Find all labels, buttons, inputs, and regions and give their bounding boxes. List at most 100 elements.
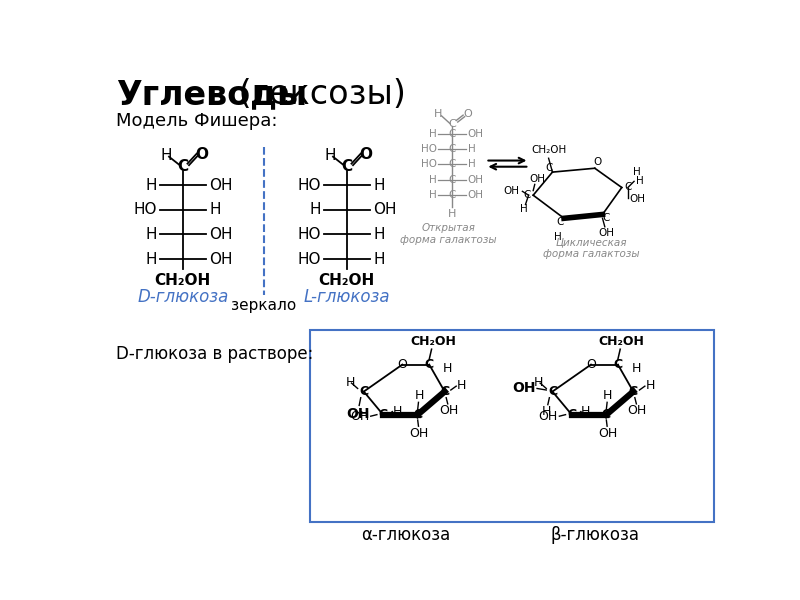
- Text: C: C: [523, 190, 530, 200]
- Text: C: C: [342, 159, 353, 174]
- Text: H: H: [373, 178, 385, 193]
- Text: OH: OH: [503, 187, 519, 196]
- Text: H: H: [160, 148, 172, 163]
- Text: C: C: [624, 182, 631, 193]
- Text: зеркало: зеркало: [231, 298, 296, 313]
- Text: C: C: [449, 175, 456, 185]
- Text: OH: OH: [468, 190, 484, 200]
- Text: OH: OH: [373, 202, 397, 217]
- Text: H: H: [636, 176, 643, 187]
- Text: Углеводы: Углеводы: [116, 78, 307, 111]
- Text: O: O: [359, 147, 372, 162]
- Text: H: H: [145, 178, 157, 193]
- Text: H: H: [392, 405, 402, 418]
- Text: OH: OH: [346, 407, 370, 421]
- Text: O: O: [463, 109, 472, 119]
- Text: C: C: [449, 128, 456, 139]
- Text: C: C: [440, 385, 450, 398]
- Text: C: C: [548, 385, 557, 398]
- Bar: [310, 330, 714, 523]
- Text: O: O: [398, 358, 407, 371]
- Text: H: H: [448, 209, 457, 219]
- Text: C: C: [449, 190, 456, 200]
- Text: C: C: [602, 213, 610, 223]
- Text: C: C: [378, 408, 388, 421]
- Text: H: H: [457, 379, 466, 392]
- Text: C: C: [449, 144, 456, 154]
- Text: Циклическая
форма галактозы: Циклическая форма галактозы: [542, 238, 639, 259]
- Text: H: H: [468, 144, 475, 154]
- Text: H: H: [209, 202, 221, 217]
- Text: OH: OH: [538, 410, 558, 422]
- Text: H: H: [554, 232, 562, 242]
- Text: C: C: [413, 408, 422, 421]
- Text: L-глюкоза: L-глюкоза: [303, 289, 390, 307]
- Text: C: C: [178, 159, 189, 174]
- Text: OH: OH: [439, 404, 458, 417]
- Text: H: H: [634, 167, 641, 177]
- Text: OH: OH: [529, 173, 545, 184]
- Text: OH: OH: [598, 229, 614, 238]
- Text: OH: OH: [468, 175, 484, 185]
- Text: H: H: [429, 190, 437, 200]
- Text: OH: OH: [468, 128, 484, 139]
- Text: O: O: [593, 157, 602, 167]
- Text: C: C: [614, 358, 622, 371]
- Text: β-глюкоза: β-глюкоза: [550, 526, 639, 544]
- Text: D-глюкоза в растворе:: D-глюкоза в растворе:: [116, 346, 314, 364]
- Text: CH₂OH: CH₂OH: [154, 273, 211, 288]
- Text: CH₂OH: CH₂OH: [410, 335, 456, 347]
- Text: H: H: [414, 389, 424, 403]
- Text: H: H: [346, 376, 354, 389]
- Text: Модель Фишера:: Модель Фишера:: [116, 112, 278, 130]
- Text: H: H: [429, 175, 437, 185]
- Text: OH: OH: [209, 251, 233, 266]
- Text: OH: OH: [630, 194, 646, 204]
- Text: C: C: [425, 358, 434, 371]
- Text: H: H: [534, 376, 543, 389]
- Text: C: C: [629, 385, 638, 398]
- Text: H: H: [581, 405, 590, 418]
- Text: H: H: [443, 362, 453, 375]
- Text: OH: OH: [410, 427, 429, 440]
- Text: C: C: [557, 217, 564, 227]
- Text: Открытая
форма галактозы: Открытая форма галактозы: [400, 223, 497, 245]
- Text: α-глюкоза: α-глюкоза: [362, 526, 450, 544]
- Text: H: H: [646, 379, 655, 392]
- Text: C: C: [567, 408, 576, 421]
- Text: HO: HO: [133, 202, 157, 217]
- Text: HO: HO: [297, 251, 321, 266]
- Text: H: H: [145, 251, 157, 266]
- Text: H: H: [373, 251, 385, 266]
- Text: (гексозы): (гексозы): [227, 78, 406, 111]
- Text: H: H: [520, 205, 528, 214]
- Text: H: H: [145, 227, 157, 242]
- Text: C: C: [449, 119, 456, 128]
- Text: HO: HO: [297, 178, 321, 193]
- Text: OH: OH: [350, 410, 369, 422]
- Text: HO: HO: [421, 160, 437, 169]
- Text: CH₂OH: CH₂OH: [531, 145, 566, 155]
- Text: D-глюкоза: D-глюкоза: [137, 289, 229, 307]
- Text: H: H: [603, 389, 613, 403]
- Text: H: H: [468, 160, 475, 169]
- Text: H: H: [373, 227, 385, 242]
- Text: O: O: [195, 147, 208, 162]
- Text: O: O: [586, 358, 596, 371]
- Text: CH₂OH: CH₂OH: [318, 273, 375, 288]
- Text: HO: HO: [421, 144, 437, 154]
- Text: OH: OH: [209, 178, 233, 193]
- Text: OH: OH: [627, 404, 646, 417]
- Text: C: C: [449, 160, 456, 169]
- Text: H: H: [434, 109, 442, 119]
- Text: OH: OH: [512, 380, 535, 395]
- Text: C: C: [602, 408, 611, 421]
- Text: OH: OH: [598, 427, 618, 440]
- Text: H: H: [632, 362, 641, 375]
- Text: OH: OH: [209, 227, 233, 242]
- Text: HO: HO: [297, 227, 321, 242]
- Text: CH₂OH: CH₂OH: [599, 335, 645, 347]
- Text: H: H: [324, 148, 336, 163]
- Text: H: H: [309, 202, 321, 217]
- Text: C: C: [545, 163, 552, 173]
